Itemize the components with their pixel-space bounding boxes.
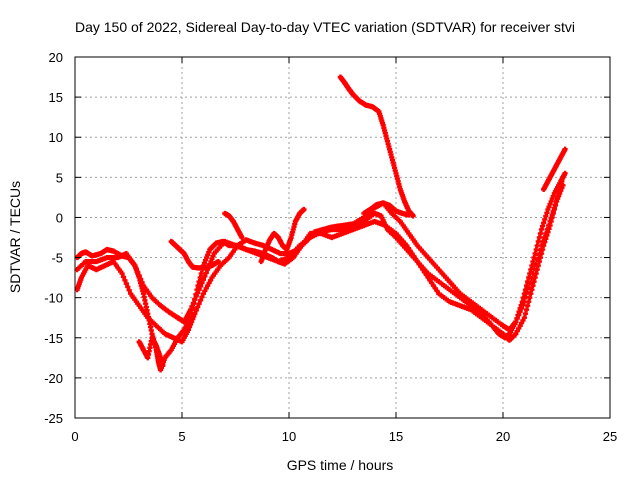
data-point xyxy=(534,256,540,263)
data-point xyxy=(160,363,166,369)
data-point xyxy=(530,271,536,277)
x-tick-label: 15 xyxy=(389,429,403,444)
data-point xyxy=(197,297,204,303)
data-point xyxy=(514,315,520,321)
data-point xyxy=(562,146,568,152)
data-point xyxy=(132,262,138,269)
data-point xyxy=(406,212,412,218)
data-point xyxy=(523,294,529,300)
data-point xyxy=(513,319,519,325)
x-tick-label: 20 xyxy=(496,429,510,444)
data-point xyxy=(543,230,549,237)
data-point xyxy=(531,266,537,272)
data-point xyxy=(196,287,202,293)
data-points xyxy=(74,74,568,373)
data-point xyxy=(195,290,201,296)
data-point xyxy=(192,311,198,317)
data-point xyxy=(122,277,128,283)
data-point xyxy=(196,301,202,307)
y-tick-label: -15 xyxy=(44,331,63,346)
data-point xyxy=(126,287,132,293)
data-point xyxy=(562,170,568,176)
data-point xyxy=(193,307,199,313)
y-axis-label: SDTVAR / TECUs xyxy=(7,181,23,293)
grid xyxy=(75,57,610,418)
data-point xyxy=(518,305,525,311)
data-point xyxy=(199,294,205,300)
data-point xyxy=(528,275,535,281)
x-tick-label: 0 xyxy=(71,429,78,444)
data-point xyxy=(517,309,523,315)
data-point xyxy=(139,279,145,285)
x-tick-label: 10 xyxy=(282,429,296,444)
data-point xyxy=(544,226,550,233)
data-point xyxy=(537,247,543,253)
data-point xyxy=(203,270,209,276)
x-axis-label: GPS time / hours xyxy=(287,457,394,473)
data-point xyxy=(301,206,307,213)
data-point xyxy=(516,312,522,318)
data-point xyxy=(202,273,208,279)
y-tick-label: -10 xyxy=(44,291,63,306)
data-point xyxy=(189,303,195,309)
data-series xyxy=(337,74,416,219)
data-series xyxy=(74,174,566,345)
y-tick-label: 15 xyxy=(49,90,63,105)
tick-labels: 0 5 10 15 20 25 -25 -20 -15 -10 -5 0 5 10 15 20 xyxy=(44,50,617,444)
y-tick-label: 5 xyxy=(56,170,63,185)
chart-title: Day 150 of 2022, Sidereal Day-to-day VTE… xyxy=(75,19,575,35)
data-point xyxy=(133,266,139,272)
data-point xyxy=(546,222,552,229)
data-point xyxy=(192,297,198,303)
data-point xyxy=(120,274,127,280)
data-point xyxy=(193,293,199,299)
plot-frame xyxy=(74,56,611,419)
data-point xyxy=(533,261,539,267)
data-point xyxy=(541,234,547,241)
data-series xyxy=(74,170,568,373)
y-tick-label: -25 xyxy=(44,411,63,426)
data-series xyxy=(74,182,566,343)
data-series xyxy=(136,335,166,369)
data-series xyxy=(222,210,245,241)
y-tick-label: -5 xyxy=(51,251,63,266)
y-tick-label: 20 xyxy=(49,50,63,65)
x-tick-label: 25 xyxy=(603,429,617,444)
y-tick-label: 0 xyxy=(56,210,63,225)
data-point xyxy=(560,174,566,180)
data-series xyxy=(541,146,568,192)
data-point xyxy=(195,304,201,310)
axis-ticks xyxy=(74,56,611,419)
data-series xyxy=(361,200,412,218)
data-point xyxy=(190,300,197,306)
y-tick-label: -20 xyxy=(44,371,63,386)
data-point xyxy=(526,285,532,291)
data-point xyxy=(199,280,205,286)
data-point xyxy=(538,242,545,249)
data-point xyxy=(536,252,542,258)
data-point xyxy=(123,281,129,287)
data-point xyxy=(521,299,527,305)
data-point xyxy=(520,302,526,308)
data-point xyxy=(200,277,206,283)
data-series xyxy=(258,206,307,265)
y-tick-label: 10 xyxy=(49,130,63,145)
data-point xyxy=(524,289,530,295)
data-point xyxy=(540,238,546,245)
data-point xyxy=(239,234,245,241)
data-point xyxy=(125,284,131,290)
data-point xyxy=(215,258,221,265)
data-point xyxy=(136,273,142,279)
data-point xyxy=(197,283,204,289)
x-tick-label: 5 xyxy=(178,429,185,444)
data-point xyxy=(119,271,125,277)
data-point xyxy=(138,276,144,282)
data-point xyxy=(135,269,141,275)
data-point xyxy=(527,280,533,286)
data-series xyxy=(168,238,221,271)
data-point xyxy=(187,307,194,313)
